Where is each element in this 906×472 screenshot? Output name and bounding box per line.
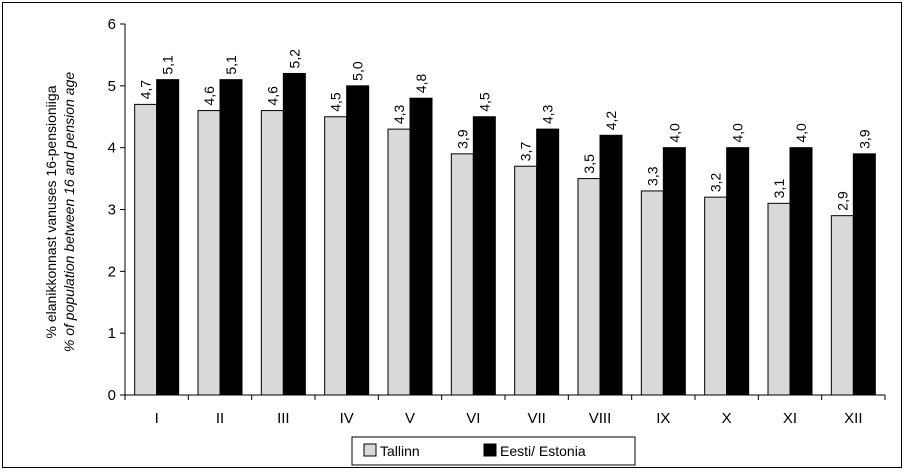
data-label-tallinn: 3,3 (644, 166, 660, 186)
data-label-tallinn: 3,2 (708, 172, 724, 192)
bar-tallinn (704, 196, 728, 396)
bar-estonia (409, 97, 433, 396)
x-tick-label: XI (783, 410, 797, 427)
bar-tallinn (767, 202, 791, 396)
x-tick-label: XII (844, 410, 862, 427)
data-label-estonia: 3,9 (856, 129, 872, 149)
bar-estonia (346, 85, 370, 396)
data-label-tallinn: 4,5 (328, 92, 344, 112)
data-label-estonia: 4,8 (413, 74, 429, 94)
data-label-tallinn: 4,7 (138, 80, 154, 100)
data-label-tallinn: 3,5 (581, 154, 597, 174)
data-label-tallinn: 4,6 (201, 86, 217, 106)
legend-box (351, 436, 636, 466)
bar-estonia (219, 79, 243, 396)
data-label-estonia: 5,1 (160, 55, 176, 75)
y-tick-label: 4 (108, 140, 116, 157)
data-label-estonia: 5,2 (286, 49, 302, 69)
x-tick-label: VII (527, 410, 545, 427)
legend: Tallinn Eesti/ Estonia (351, 436, 636, 466)
bars (134, 72, 876, 396)
bar-tallinn (260, 110, 284, 396)
x-tick-label: II (216, 410, 224, 427)
data-label-tallinn: 4,3 (391, 104, 407, 124)
x-tick-label: IV (340, 410, 354, 427)
bar-estonia (852, 153, 876, 396)
bar-tallinn (577, 178, 601, 396)
data-labels: 4,7 5,1 4,6 5,1 4,6 5,2 4,5 5,0 4,3 4,8 3,9 4,5 3,7 4… (138, 49, 873, 211)
y-tick-label: 3 (108, 202, 116, 219)
data-label-estonia: 4,5 (476, 92, 492, 112)
data-label-estonia: 4,0 (730, 123, 746, 143)
y-tick-label: 0 (108, 387, 116, 404)
data-label-tallinn: 3,1 (771, 179, 787, 199)
bar-estonia (472, 116, 496, 396)
y-axis-title-english: % of population between 16 and pension a… (61, 72, 77, 352)
legend-swatch-tallinn (363, 443, 377, 457)
bar-estonia (662, 147, 686, 396)
x-tick-label: IX (656, 410, 670, 427)
y-tick-label: 6 (108, 16, 116, 33)
bar-estonia (282, 72, 306, 396)
x-tick-label: I (155, 410, 159, 427)
bar-tallinn (640, 190, 664, 396)
data-label-estonia: 4,0 (793, 123, 809, 143)
x-tick-label: III (277, 410, 290, 427)
bar-tallinn (134, 103, 158, 396)
x-tick-label: VI (466, 410, 480, 427)
bar-tallinn (387, 128, 411, 396)
data-label-tallinn: 3,7 (518, 142, 534, 162)
legend-swatch-estonia (483, 443, 497, 457)
x-tick-label: X (722, 410, 732, 427)
data-label-estonia: 4,3 (540, 104, 556, 124)
bar-estonia (156, 79, 180, 396)
y-tick-label: 1 (108, 325, 116, 342)
y-tick-label: 5 (108, 78, 116, 95)
y-axis: 0 1 2 3 4 5 6 (108, 16, 126, 404)
legend-label-tallinn: Tallinn (380, 443, 420, 459)
x-tick-label: V (405, 410, 415, 427)
data-label-estonia: 5,0 (350, 61, 366, 81)
bar-estonia (726, 147, 750, 396)
legend-label-estonia: Eesti/ Estonia (500, 443, 586, 459)
bar-estonia (536, 128, 560, 396)
bar-tallinn (197, 110, 221, 396)
bar-tallinn (450, 153, 474, 396)
bar-tallinn (830, 215, 854, 396)
data-label-estonia: 4,0 (666, 123, 682, 143)
y-axis-title: % elanikkonnast vanuses 16-pensioniiga %… (43, 72, 77, 352)
data-label-estonia: 5,1 (223, 55, 239, 75)
x-tick-label: VIII (589, 410, 612, 427)
bar-estonia (789, 147, 813, 396)
bar-tallinn (514, 165, 538, 396)
data-label-estonia: 4,2 (603, 111, 619, 131)
y-tick-label: 2 (108, 263, 116, 280)
data-label-tallinn: 3,9 (454, 129, 470, 149)
y-axis-title-estonian: % elanikkonnast vanuses 16-pensioniiga (43, 85, 59, 338)
x-axis: I II III IV V VI VII VIII IX X XI XII (124, 394, 886, 427)
bar-tallinn (324, 116, 348, 396)
data-label-tallinn: 4,6 (264, 86, 280, 106)
data-label-tallinn: 2,9 (834, 191, 850, 211)
bar-estonia (599, 134, 623, 396)
